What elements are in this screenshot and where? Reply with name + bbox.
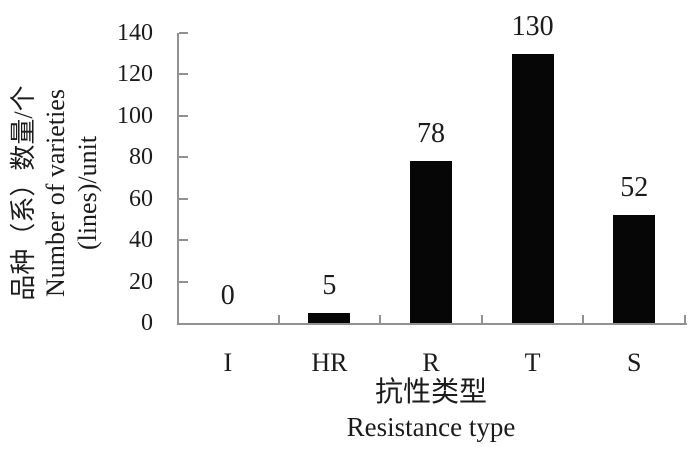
bar-s xyxy=(613,215,656,323)
y-tick-label: 40 xyxy=(129,227,153,254)
bar-value-label-t: 130 xyxy=(511,10,554,42)
bar-t xyxy=(511,53,554,323)
y-tick-label: 140 xyxy=(117,20,153,46)
x-category-label-i: I xyxy=(223,348,233,377)
y-tick-mark xyxy=(179,32,188,34)
y-tick-mark xyxy=(179,156,188,159)
x-tick-mark xyxy=(379,315,382,323)
x-category-label-s: S xyxy=(626,348,642,377)
y-tick-label: 60 xyxy=(129,185,153,212)
y-tick-label: 120 xyxy=(117,61,153,88)
bar-value-label-r: 78 xyxy=(417,118,445,150)
x-tick-mark xyxy=(480,315,483,323)
x-category-label-hr: HR xyxy=(311,348,348,377)
plot-area xyxy=(177,33,687,325)
bar-value-label-s: 52 xyxy=(620,172,649,204)
y-tick-mark xyxy=(179,280,188,283)
bar-hr xyxy=(308,312,351,323)
y-axis-title-zh: 品种（系）数量/个 xyxy=(9,85,38,301)
x-tick-mark xyxy=(684,315,686,323)
x-axis-title-en: Resistance type xyxy=(346,412,516,442)
bar-value-label-i: 0 xyxy=(220,280,235,311)
y-tick-label: 20 xyxy=(129,268,153,295)
y-tick-mark xyxy=(179,114,188,117)
y-tick-mark xyxy=(179,197,188,200)
y-tick-mark xyxy=(179,239,188,242)
y-tick-label: 0 xyxy=(141,310,153,336)
x-tick-mark xyxy=(582,315,585,323)
x-category-label-t: T xyxy=(524,348,541,377)
bar-r xyxy=(410,161,452,323)
y-tick-mark xyxy=(179,73,188,76)
y-tick-label: 100 xyxy=(117,102,153,129)
x-tick-mark xyxy=(277,315,280,323)
y-tick-label: 80 xyxy=(129,144,153,171)
x-category-label-r: R xyxy=(422,348,440,377)
x-axis-title-zh: 抗性类型 xyxy=(374,377,487,408)
bar-value-label-hr: 5 xyxy=(322,269,337,301)
